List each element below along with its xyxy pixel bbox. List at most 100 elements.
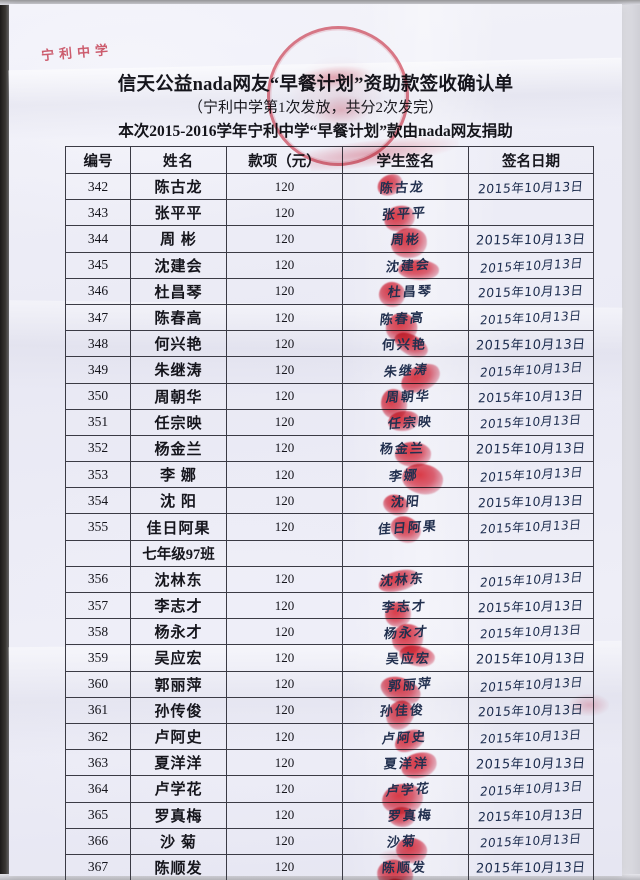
handwritten-date: 2015年10月13日	[475, 232, 587, 249]
handwritten-signature: 卢阿史	[381, 729, 428, 747]
cell-signature: 沙菊	[342, 827, 469, 866]
cell-signature-date: 2015年10月13日	[468, 513, 594, 541]
handwritten-date: 2015年10月13日	[477, 387, 585, 406]
cell-student-name: 陈春高	[130, 303, 227, 332]
table-row: 344 周 彬 120 周彬 2015年10月13日	[65, 225, 594, 261]
cell-amount	[226, 539, 343, 567]
cell-number: 349	[65, 356, 131, 384]
cell-number: 358	[65, 618, 131, 646]
cell-student-name: 杨金兰	[130, 434, 227, 463]
cell-student-name: 杜昌琴	[130, 277, 227, 305]
cell-student-name: 郭丽萍	[130, 670, 227, 698]
cell-student-name: 杨永才	[130, 618, 227, 646]
cell-amount: 120	[226, 722, 343, 751]
document-subtitle: （宁利中学第1次发放，共分2次发完）	[187, 100, 443, 117]
table-row: 346 杜昌琴 120 杜昌琴 2015年10月13日	[65, 277, 594, 310]
handwritten-signature: 李娜	[388, 467, 421, 485]
handwritten-date: 2015年10月13日	[475, 651, 587, 668]
cell-number: 361	[65, 696, 131, 724]
cell-number	[65, 539, 131, 567]
handwritten-signature: 张平平	[381, 205, 428, 224]
cell-number: 354	[65, 487, 131, 515]
cell-signature: 夏洋洋	[342, 748, 469, 783]
cell-amount: 120	[226, 172, 343, 201]
handwritten-signature: 沈建会	[385, 257, 432, 276]
handwritten-date: 2015年10月13日	[477, 597, 585, 615]
document-title-block: 信天公益nada网友“早餐计划”资助款签收确认单 （宁利中学第1次发放，共分2次…	[9, 74, 622, 143]
cell-signature-date: 2015年10月13日	[468, 749, 594, 777]
cell-student-name: 何兴艳	[130, 330, 227, 358]
cell-signature-date: 2015年10月13日	[468, 591, 594, 620]
table-row: 361 孙传俊 120 孙佳俊 2015年10月13日	[65, 695, 594, 735]
table-row: 365 罗真梅 120 罗真梅 2015年10月13日	[65, 801, 594, 829]
handwritten-signature: 陈春高	[379, 310, 426, 328]
table-body: 342 陈古龙 120 陈古龙 2015年10月13日 343 张平平 120 张平平 344 周 …	[65, 170, 594, 880]
cell-number: 344	[65, 225, 131, 253]
cell-signature-date: 2015年10月13日	[468, 277, 594, 305]
table-row: 362 卢阿史 120 卢阿史 2015年10月13日	[65, 722, 594, 757]
cell-signature-date: 2015年10月13日	[468, 775, 594, 803]
cell-student-name: 周 彬	[130, 225, 227, 253]
handwritten-date: 2015年10月13日	[478, 674, 584, 695]
handwritten-date: 2015年10月13日	[479, 727, 583, 746]
table-row: 353 李 娜 120 李娜 2015年10月13日	[65, 460, 594, 498]
cell-signature: 陈春高	[342, 303, 469, 348]
cell-amount: 120	[226, 565, 343, 594]
column-header-number: 编号	[65, 146, 131, 174]
cell-number: 342	[65, 172, 131, 201]
cell-signature-date: 2015年10月13日	[468, 618, 594, 646]
cell-number: 364	[65, 775, 131, 803]
cell-amount: 120	[226, 199, 343, 227]
handwritten-date: 2015年10月13日	[475, 441, 587, 459]
cell-signature: 张平平	[342, 199, 469, 235]
table-header-row: 编号 姓名 款项（元） 学生签名 签名日期	[65, 146, 594, 174]
cell-number: 346	[65, 277, 131, 305]
handwritten-date: 2015年10月13日	[479, 622, 583, 642]
cell-amount: 120	[226, 513, 343, 541]
cell-signature: 佳日阿果	[342, 511, 469, 549]
handwritten-signature: 卢学花	[385, 781, 432, 800]
cell-signature-date: 2015年10月13日	[468, 382, 594, 410]
cell-signature-date: 2015年10月13日	[468, 330, 594, 358]
handwritten-signature: 孙佳俊	[379, 703, 426, 721]
cell-signature-date: 2015年10月13日	[468, 487, 594, 515]
cell-signature: 周彬	[342, 225, 469, 261]
cell-signature: 朱继涛	[342, 356, 469, 399]
cell-amount: 120	[226, 382, 343, 410]
official-seal-label: 宁利中学	[40, 41, 114, 64]
cell-student-name: 卢阿史	[130, 722, 227, 751]
cell-signature: 卢学花	[342, 775, 469, 817]
cell-student-name: 沈 阳	[130, 487, 227, 515]
handwritten-date: 2015年10月13日	[479, 517, 583, 537]
table-row: 342 陈古龙 120 陈古龙 2015年10月13日	[65, 170, 594, 201]
cell-number: 362	[65, 722, 131, 751]
cell-signature: 陈顺发	[342, 853, 469, 880]
table-row: 352 杨金兰 120 杨金兰 2015年10月13日	[65, 434, 594, 468]
cell-amount: 120	[226, 461, 343, 489]
cell-student-name: 陈顺发	[130, 853, 227, 880]
cell-amount: 120	[226, 670, 343, 698]
cell-signature-date: 2015年10月13日	[468, 565, 594, 594]
handwritten-date: 2015年10月13日	[475, 756, 587, 773]
cell-signature: 沈建会	[342, 251, 469, 281]
cell-signature-date: 2015年10月13日	[468, 801, 594, 829]
cell-student-name: 任宗映	[130, 408, 227, 436]
cell-amount: 120	[226, 225, 343, 253]
handwritten-signature: 佳日阿果	[377, 519, 439, 538]
cell-student-name: 卢学花	[130, 775, 227, 803]
cell-amount: 120	[226, 696, 343, 724]
cell-amount: 120	[226, 644, 343, 672]
table-row: 345 沈建会 120 沈建会 2015年10月13日	[65, 251, 594, 281]
table-row: 359 吴应宏 120 吴应宏 2015年10月13日	[65, 642, 594, 672]
signature-table: 编号 姓名 款项（元） 学生签名 签名日期 342 陈古龙 120 陈古龙 2015年1…	[65, 146, 594, 880]
cell-number: 357	[65, 591, 131, 620]
cell-class-name: 七年级97班	[130, 539, 227, 567]
cell-signature: 卢阿史	[342, 722, 469, 757]
handwritten-date: 2015年10月13日	[479, 831, 583, 851]
cell-number: 360	[65, 670, 131, 698]
handwritten-date: 2015年10月13日	[477, 492, 585, 511]
document-funding-notice: 本次2015-2016学年宁利中学“早餐计划”款由nada网友捐助	[118, 122, 513, 140]
cell-number: 359	[65, 644, 131, 672]
cell-signature	[342, 539, 469, 567]
